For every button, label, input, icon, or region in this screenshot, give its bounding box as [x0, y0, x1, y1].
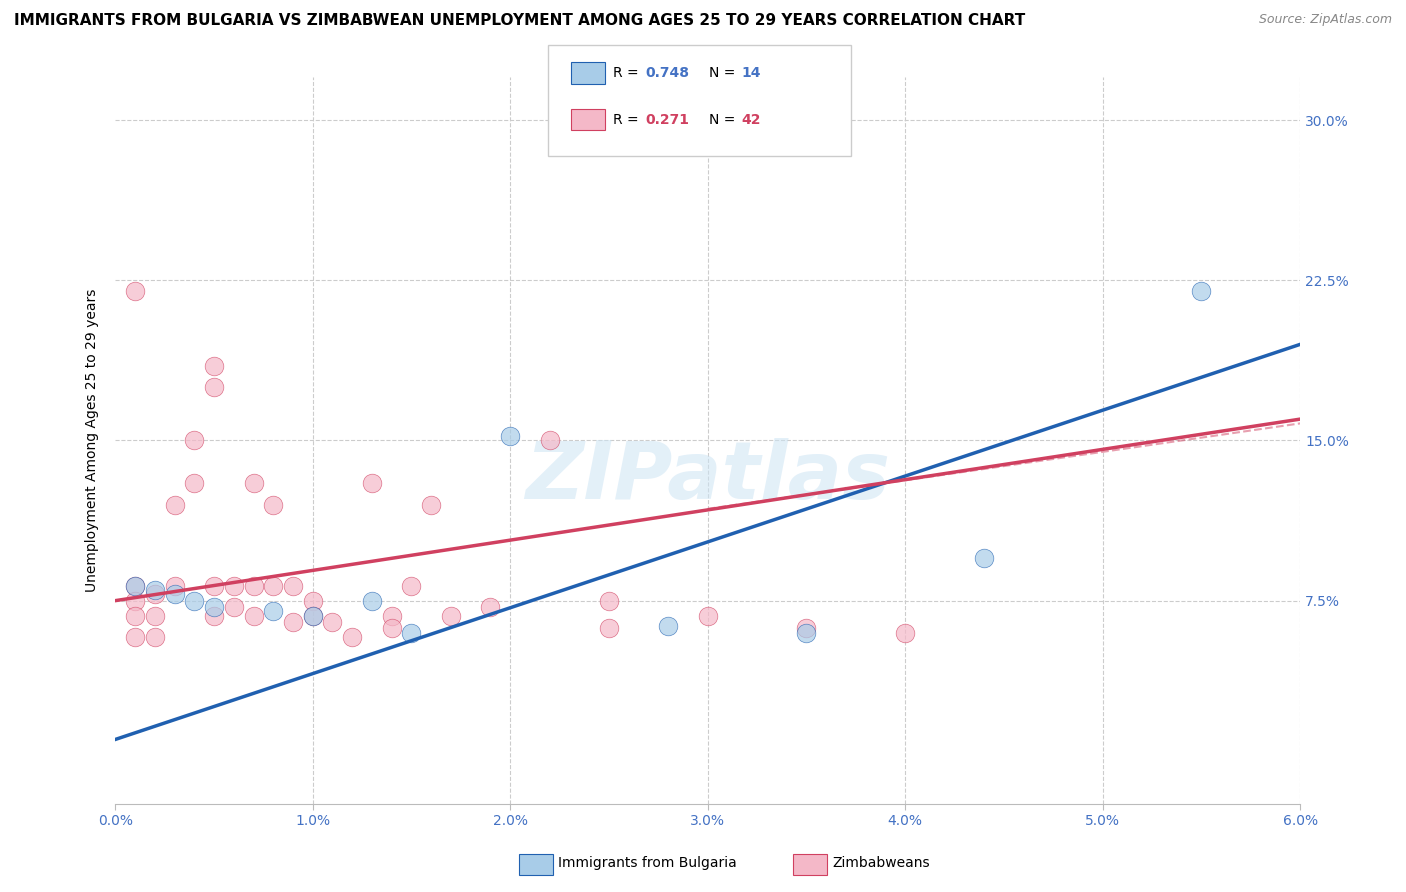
Point	[143, 582, 166, 597]
Point	[420, 498, 443, 512]
Point	[301, 593, 323, 607]
Point	[1189, 284, 1212, 298]
Text: N =: N =	[709, 112, 740, 127]
Point	[262, 498, 284, 512]
Text: Zimbabweans: Zimbabweans	[832, 856, 929, 871]
Point	[301, 608, 323, 623]
Point	[124, 630, 146, 644]
Point	[401, 579, 423, 593]
Point	[321, 615, 343, 629]
Point	[281, 615, 304, 629]
Point	[124, 284, 146, 298]
Point	[222, 600, 245, 615]
Point	[202, 608, 225, 623]
Point	[479, 600, 502, 615]
Point	[124, 608, 146, 623]
Text: R =: R =	[613, 112, 643, 127]
Point	[598, 621, 620, 635]
Point	[342, 630, 364, 644]
Text: Source: ZipAtlas.com: Source: ZipAtlas.com	[1258, 13, 1392, 27]
Text: 14: 14	[741, 66, 761, 80]
Point	[440, 608, 463, 623]
Point	[361, 476, 384, 491]
Point	[381, 608, 404, 623]
Text: IMMIGRANTS FROM BULGARIA VS ZIMBABWEAN UNEMPLOYMENT AMONG AGES 25 TO 29 YEARS CO: IMMIGRANTS FROM BULGARIA VS ZIMBABWEAN U…	[14, 13, 1025, 29]
Point	[598, 593, 620, 607]
Text: R =: R =	[613, 66, 643, 80]
Point	[657, 619, 679, 633]
Text: 42: 42	[741, 112, 761, 127]
Point	[361, 593, 384, 607]
Point	[124, 593, 146, 607]
Point	[796, 621, 818, 635]
Point	[242, 579, 264, 593]
Point	[499, 429, 522, 443]
Point	[143, 587, 166, 601]
Point	[163, 587, 186, 601]
Point	[143, 608, 166, 623]
Point	[262, 604, 284, 618]
Y-axis label: Unemployment Among Ages 25 to 29 years: Unemployment Among Ages 25 to 29 years	[86, 289, 100, 592]
Text: Immigrants from Bulgaria: Immigrants from Bulgaria	[558, 856, 737, 871]
Point	[143, 630, 166, 644]
Text: 0.748: 0.748	[645, 66, 689, 80]
Text: ZIPatlas: ZIPatlas	[526, 438, 890, 516]
Point	[183, 434, 205, 448]
Point	[242, 476, 264, 491]
Point	[163, 498, 186, 512]
Point	[538, 434, 561, 448]
Point	[696, 608, 718, 623]
Point	[202, 380, 225, 394]
Text: N =: N =	[709, 66, 740, 80]
Point	[183, 593, 205, 607]
Point	[242, 608, 264, 623]
Point	[222, 579, 245, 593]
Point	[894, 625, 917, 640]
Point	[163, 579, 186, 593]
Point	[124, 579, 146, 593]
Point	[401, 625, 423, 640]
Text: 0.271: 0.271	[645, 112, 689, 127]
Point	[381, 621, 404, 635]
Point	[973, 550, 995, 565]
Point	[301, 608, 323, 623]
Point	[202, 600, 225, 615]
Point	[124, 579, 146, 593]
Point	[796, 625, 818, 640]
Point	[262, 579, 284, 593]
Point	[202, 359, 225, 373]
Point	[281, 579, 304, 593]
Point	[202, 579, 225, 593]
Point	[183, 476, 205, 491]
